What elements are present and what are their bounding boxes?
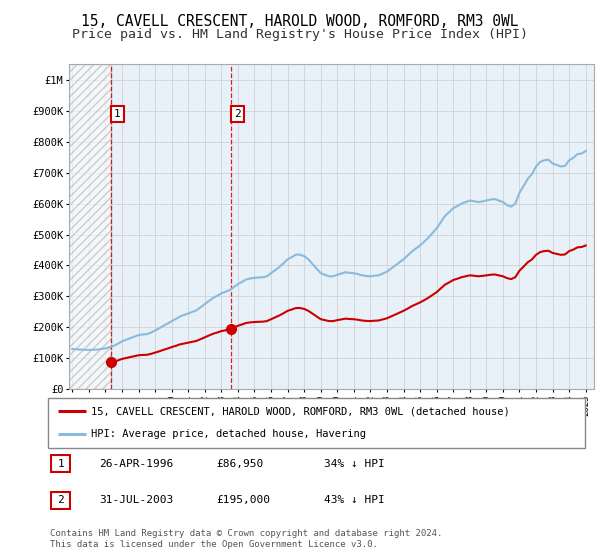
Text: £195,000: £195,000: [216, 495, 270, 505]
FancyBboxPatch shape: [51, 492, 70, 508]
FancyBboxPatch shape: [51, 455, 70, 472]
Text: 2: 2: [57, 495, 64, 505]
Text: 34% ↓ HPI: 34% ↓ HPI: [324, 459, 385, 469]
Text: 2: 2: [234, 109, 241, 119]
Text: 26-APR-1996: 26-APR-1996: [99, 459, 173, 469]
Text: £86,950: £86,950: [216, 459, 263, 469]
Text: Contains HM Land Registry data © Crown copyright and database right 2024.
This d: Contains HM Land Registry data © Crown c…: [50, 529, 442, 549]
Text: 15, CAVELL CRESCENT, HAROLD WOOD, ROMFORD, RM3 0WL: 15, CAVELL CRESCENT, HAROLD WOOD, ROMFOR…: [81, 14, 519, 29]
Text: 43% ↓ HPI: 43% ↓ HPI: [324, 495, 385, 505]
Text: HPI: Average price, detached house, Havering: HPI: Average price, detached house, Have…: [91, 430, 366, 440]
Text: 31-JUL-2003: 31-JUL-2003: [99, 495, 173, 505]
Text: 1: 1: [57, 459, 64, 469]
Text: 1: 1: [114, 109, 121, 119]
Text: Price paid vs. HM Land Registry's House Price Index (HPI): Price paid vs. HM Land Registry's House …: [72, 28, 528, 41]
Text: 15, CAVELL CRESCENT, HAROLD WOOD, ROMFORD, RM3 0WL (detached house): 15, CAVELL CRESCENT, HAROLD WOOD, ROMFOR…: [91, 406, 510, 416]
Bar: [69, 64, 111, 389]
